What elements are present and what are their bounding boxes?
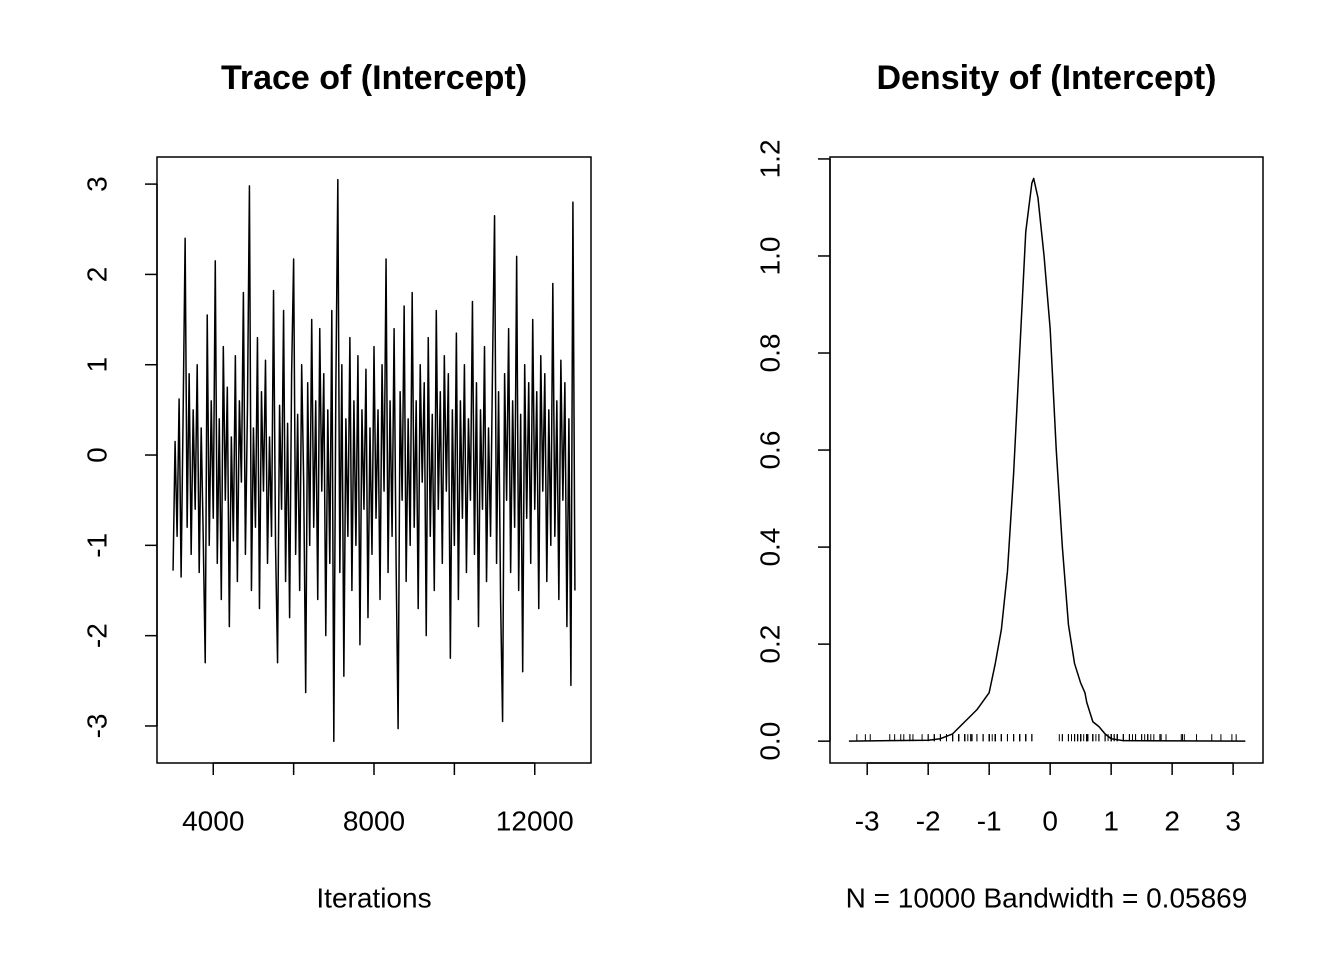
x-tick-label: -2	[916, 805, 941, 836]
x-tick-label: 1	[1103, 805, 1119, 836]
y-tick-label: 1	[81, 357, 112, 373]
plot-frame	[829, 156, 1264, 764]
x-tick-label: -3	[855, 805, 880, 836]
x-tick-label: 0	[1042, 805, 1058, 836]
y-tick-label: 0.8	[754, 334, 785, 373]
data-line	[848, 177, 1246, 742]
x-tick-label: 4000	[182, 805, 244, 836]
x-tick-label: -1	[977, 805, 1002, 836]
y-tick-label: 0.0	[754, 722, 785, 761]
y-tick-label: -3	[81, 714, 112, 739]
y-tick-label: -1	[81, 533, 112, 558]
y-tick-label: 1.0	[754, 237, 785, 276]
chart-title: Trace of (Intercept)	[221, 59, 527, 97]
x-tick-label: 2	[1164, 805, 1180, 836]
y-tick-label: 1.2	[754, 139, 785, 178]
y-tick-label: 2	[81, 267, 112, 283]
x-tick-label: 12000	[496, 805, 574, 836]
chart-title: Density of (Intercept)	[876, 59, 1216, 97]
y-tick-label: 0.6	[754, 431, 785, 470]
x-tick-label: 3	[1225, 805, 1241, 836]
x-axis-label: N = 10000 Bandwidth = 0.05869	[846, 882, 1248, 913]
data-line	[172, 178, 576, 743]
y-tick-label: 0.4	[754, 528, 785, 567]
x-axis-label: Iterations	[316, 882, 431, 913]
y-tick-label: 0	[81, 447, 112, 463]
y-tick-label: 0.2	[754, 625, 785, 664]
x-tick-label: 8000	[343, 805, 405, 836]
y-tick-label: -2	[81, 623, 112, 648]
y-tick-label: 3	[81, 176, 112, 192]
